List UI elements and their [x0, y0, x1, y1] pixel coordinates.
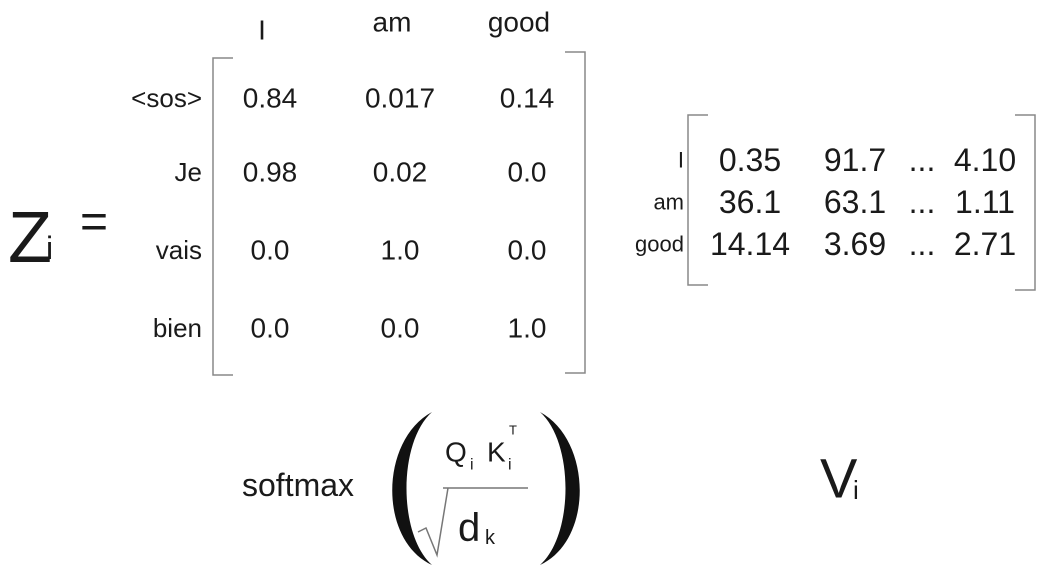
q-subscript: i: [470, 457, 474, 474]
k-subscript: i: [508, 457, 512, 474]
matrix-cell: 3.69: [824, 226, 886, 262]
matrix-cell: 0.0: [381, 313, 420, 344]
v-label: V: [820, 447, 858, 510]
left-bracket: [687, 114, 708, 286]
left-paren: [392, 412, 432, 565]
q-symbol: Q: [445, 437, 467, 468]
matrix-cell: 1.11: [955, 184, 1015, 220]
matrix-cell: 0.98: [243, 157, 298, 188]
column-header: good: [488, 7, 550, 38]
d-symbol: d: [458, 506, 480, 550]
k-symbol: K: [487, 437, 506, 468]
d-subscript: k: [485, 527, 496, 549]
matrix-cell: 0.02: [373, 157, 428, 188]
matrix-cell: 91.7: [824, 142, 886, 178]
matrix-cell: ...: [909, 142, 936, 178]
row-label: good: [635, 232, 684, 257]
row-label: Je: [175, 157, 202, 187]
matrix-cell: ...: [909, 226, 936, 262]
row-label: am: [653, 190, 684, 215]
matrix-cell: 63.1: [824, 184, 886, 220]
matrix-cell: 0.14: [500, 83, 555, 114]
row-label: I: [678, 148, 684, 173]
matrix-cell: 1.0: [381, 235, 420, 266]
softmax-label: softmax: [242, 467, 354, 503]
matrix-cell: ...: [909, 184, 936, 220]
sqrt-sign: [417, 487, 449, 558]
matrix-cell: 2.71: [954, 226, 1016, 262]
column-header: am: [373, 7, 412, 38]
row-label: vais: [156, 235, 202, 265]
z-label: Z: [8, 198, 52, 278]
v-subscript: i: [853, 475, 859, 505]
matrix-cell: 0.35: [719, 142, 781, 178]
right-bracket: [565, 51, 586, 374]
matrix-cell: 36.1: [719, 184, 781, 220]
matrix-cell: 0.0: [251, 235, 290, 266]
k-superscript: T: [509, 423, 517, 438]
right-bracket: [1015, 114, 1036, 291]
column-header: I: [258, 15, 266, 46]
row-label: bien: [153, 313, 202, 343]
matrix-cell: 0.017: [365, 83, 435, 114]
matrix-cell: 0.0: [251, 313, 290, 344]
matrix-cell: 1.0: [508, 313, 547, 344]
matrix-cell: 14.14: [710, 226, 790, 262]
matrix-cell: 0.84: [243, 83, 298, 114]
z-subscript: i: [46, 230, 53, 266]
matrix-cell: 0.0: [508, 157, 547, 188]
matrix-cell: 4.10: [954, 142, 1016, 178]
right-paren: [540, 412, 580, 565]
equals-sign: =: [80, 196, 108, 249]
row-label: <sos>: [131, 83, 202, 113]
matrix-cell: 0.0: [508, 235, 547, 266]
left-bracket: [212, 57, 233, 376]
